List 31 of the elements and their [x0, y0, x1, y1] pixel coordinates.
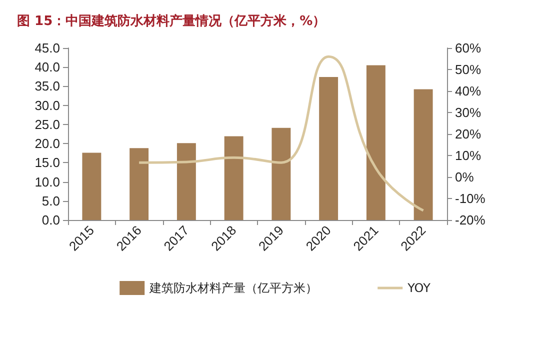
y2-tick-label: 20% [455, 126, 482, 142]
bar [366, 65, 386, 220]
y2-tick-label: 50% [455, 62, 482, 77]
y2-tick-label: 10% [455, 148, 482, 163]
chart-title: 图 15：中国建筑防水材料产量情况（亿平方米，%） [17, 13, 326, 29]
y-tick-label: 20.0 [34, 136, 60, 152]
y2-tick-label: -20% [455, 212, 486, 228]
y-tick-label: 40.0 [34, 60, 60, 75]
y2-tick-label: 0% [455, 170, 474, 184]
y-tick-label: 0.0 [42, 212, 60, 228]
bar [272, 128, 291, 220]
y-tick-label: 45.0 [34, 40, 60, 56]
y-tick-label: 25.0 [34, 116, 60, 132]
bar [130, 148, 149, 220]
bar [224, 136, 244, 220]
legend-label: 建筑防水材料产量（亿平方米） [148, 281, 318, 295]
y2-tick-label: -10% [455, 191, 486, 206]
y-tick-label: 5.0 [42, 193, 60, 208]
bar [82, 152, 102, 220]
y2-tick-label: 60% [455, 40, 482, 56]
bar [319, 77, 338, 220]
bar [176, 143, 196, 220]
line-series [138, 55, 425, 212]
bar [414, 89, 433, 220]
y-tick-label: 10.0 [34, 174, 60, 190]
y-tick-label: 15.0 [34, 155, 60, 170]
y2-tick-label: 30% [455, 105, 482, 120]
y-tick-label: 35.0 [34, 78, 60, 94]
y-tick-label: 30.0 [34, 98, 60, 113]
legend-label: YOY [406, 281, 432, 295]
y2-tick-label: 40% [455, 84, 482, 98]
